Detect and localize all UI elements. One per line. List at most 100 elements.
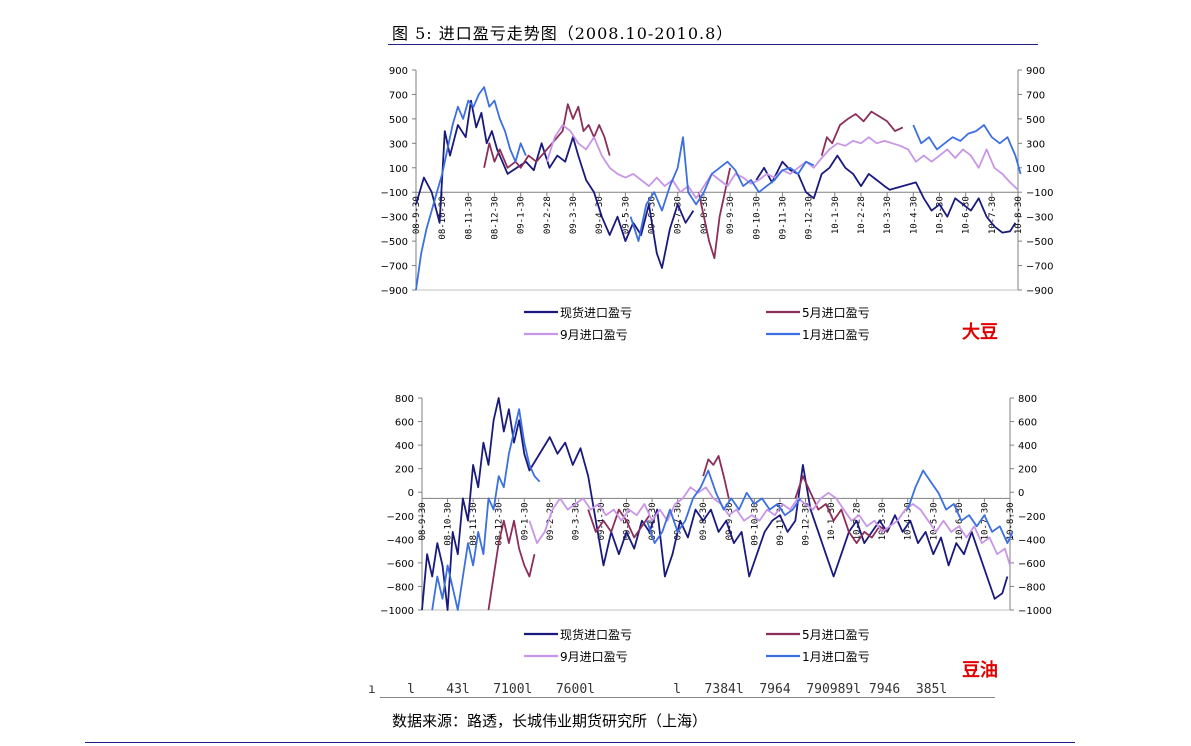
x-tick-label: 08-10-30 xyxy=(438,196,448,239)
legend-label: 1月进口盈亏 xyxy=(802,650,870,664)
x-tick-label: 08-12-30 xyxy=(495,502,505,545)
y-tick-label-right: 600 xyxy=(1018,418,1037,429)
x-tick-label: 10-6-30 xyxy=(955,502,965,540)
y-tick-label: −1000 xyxy=(380,606,414,617)
garbled-row-rule xyxy=(380,697,995,698)
y-tick-label-right: −700 xyxy=(1026,262,1053,273)
y-tick-label: 600 xyxy=(395,418,414,429)
x-tick-label: 10-2-28 xyxy=(857,196,867,234)
x-tick-label: 08-11-30 xyxy=(464,196,474,239)
y-tick-label-right: −900 xyxy=(1026,286,1053,297)
y-tick-label-right: 900 xyxy=(1026,66,1045,77)
y-tick-label: 0 xyxy=(408,488,414,499)
y-tick-label-right: 400 xyxy=(1018,441,1037,452)
series-line-may xyxy=(487,455,888,611)
commodity-label: 豆油 xyxy=(962,659,998,681)
y-tick-label-right: −500 xyxy=(1026,237,1053,248)
y-tick-label: 900 xyxy=(389,66,408,77)
x-tick-label: 09-11-30 xyxy=(776,502,786,545)
x-tick-label: 09-10-30 xyxy=(752,196,762,239)
legend-label: 5月进口盈亏 xyxy=(802,306,870,320)
y-tick-label: −200 xyxy=(387,512,414,523)
y-tick-label: 300 xyxy=(389,139,408,150)
legend-label: 9月进口盈亏 xyxy=(560,328,628,342)
y-tick-label-right: 100 xyxy=(1026,164,1045,175)
y-tick-label: 200 xyxy=(395,465,414,476)
legend-label: 1月进口盈亏 xyxy=(802,328,870,342)
x-tick-label: 09-12-30 xyxy=(805,196,815,239)
legend-label: 现货进口盈亏 xyxy=(560,627,632,642)
series-line-spot xyxy=(421,397,1009,611)
title-rule xyxy=(388,44,1038,45)
y-tick-label: −700 xyxy=(381,262,408,273)
y-tick-label: −100 xyxy=(381,188,408,199)
x-tick-label: 10-3-30 xyxy=(883,196,893,234)
x-tick-label: 09-1-30 xyxy=(520,502,530,540)
x-tick-label: 08-10-30 xyxy=(444,502,454,545)
series-line-sep xyxy=(528,486,1011,566)
y-tick-label-right: −600 xyxy=(1018,559,1045,570)
x-tick-label: 10-8-30 xyxy=(1014,196,1024,234)
x-tick-label: 10-1-30 xyxy=(831,196,841,234)
x-tick-label: 09-7-30 xyxy=(674,502,684,540)
x-tick-label: 09-9-30 xyxy=(725,502,735,540)
y-tick-label: −400 xyxy=(387,535,414,546)
x-tick-label: 09-4-30 xyxy=(595,196,605,234)
y-tick-label: 800 xyxy=(395,394,414,405)
y-tick-label: 500 xyxy=(389,115,408,126)
x-tick-label: 08-11-30 xyxy=(469,502,479,545)
y-tick-label: −800 xyxy=(387,582,414,593)
x-tick-label: 09-9-30 xyxy=(726,196,736,234)
x-tick-label: 09-3-30 xyxy=(571,502,581,540)
y-tick-label-right: −800 xyxy=(1018,582,1045,593)
legend-label: 5月进口盈亏 xyxy=(802,628,870,642)
x-tick-label: 09-12-30 xyxy=(801,502,811,545)
y-tick-label: −600 xyxy=(387,559,414,570)
source-note: 数据来源：路透，长城伟业期货研究所（上海） xyxy=(392,712,708,730)
x-tick-label: 09-1-30 xyxy=(517,196,527,234)
x-tick-label: 10-5-30 xyxy=(935,196,945,234)
x-tick-label: 10-6-30 xyxy=(962,196,972,234)
x-tick-label: 09-5-30 xyxy=(621,196,631,234)
y-tick-label: −900 xyxy=(381,286,408,297)
x-tick-label: 09-8-30 xyxy=(700,196,710,234)
soybean-chart: 900 900 700 700 500 500 300 300 100 100 −100 −100 −3… xyxy=(381,66,1054,343)
y-tick-label-right: −1000 xyxy=(1018,606,1052,617)
x-tick-label: 10-8-30 xyxy=(1006,502,1016,540)
y-tick-label-right: −300 xyxy=(1026,213,1053,224)
y-tick-label-right: −100 xyxy=(1026,188,1053,199)
x-tick-label: 08-9-30 xyxy=(412,196,422,234)
x-tick-label: 09-8-30 xyxy=(699,502,709,540)
legend-label: 9月进口盈亏 xyxy=(560,650,628,664)
figure-title: 图 5: 进口盈亏走势图（2008.10-2010.8） xyxy=(392,24,734,43)
x-tick-label: 09-7-30 xyxy=(674,196,684,234)
y-tick-label-right: −400 xyxy=(1018,535,1045,546)
y-tick-label: 700 xyxy=(389,90,408,101)
x-tick-label: 08-12-30 xyxy=(491,196,501,239)
x-tick-label: 09-11-30 xyxy=(778,196,788,239)
y-tick-label: −500 xyxy=(381,237,408,248)
y-tick-label-right: 200 xyxy=(1018,465,1037,476)
x-tick-label: 09-2-28 xyxy=(543,196,553,234)
y-tick-label-right: 300 xyxy=(1026,139,1045,150)
y-tick-label: 100 xyxy=(389,164,408,175)
x-tick-label: 10-7-30 xyxy=(988,196,998,234)
garbled-footer-row: ı l 43l 7100l 7600l l 7384l 7964 790989l… xyxy=(368,683,948,697)
series-line-spot xyxy=(415,99,1017,269)
x-tick-label: 10-5-30 xyxy=(929,502,939,540)
commodity-label: 大豆 xyxy=(962,321,998,343)
x-tick-label: 09-3-30 xyxy=(569,196,579,234)
y-tick-label: −300 xyxy=(381,213,408,224)
y-tick-label-right: 700 xyxy=(1026,90,1045,101)
legend-label: 现货进口盈亏 xyxy=(560,305,632,320)
series-line-jan xyxy=(415,86,1022,291)
y-tick-label: 400 xyxy=(395,441,414,452)
y-tick-label-right: 0 xyxy=(1018,488,1024,499)
y-tick-label-right: 500 xyxy=(1026,115,1045,126)
x-tick-label: 08-9-30 xyxy=(418,502,428,540)
series-line-jan xyxy=(431,408,1014,611)
x-tick-label: 10-4-30 xyxy=(909,196,919,234)
soybean-oil-chart: 800 800 600 600 400 400 200 200 0 0 −200 −200 −400 −4… xyxy=(380,394,1052,681)
x-tick-label: 10-3-30 xyxy=(878,502,888,540)
x-tick-label: 09-10-30 xyxy=(750,502,760,545)
